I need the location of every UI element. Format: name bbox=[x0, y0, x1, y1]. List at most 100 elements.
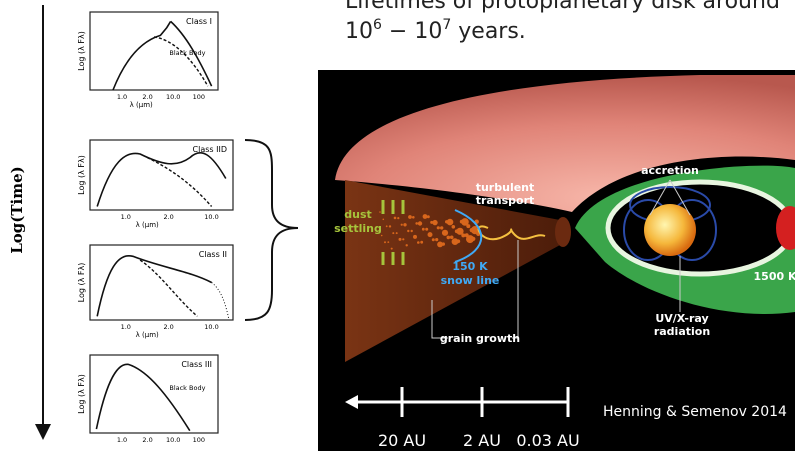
grain bbox=[428, 232, 433, 237]
grain bbox=[399, 238, 402, 241]
text: 10 bbox=[345, 19, 373, 44]
axis-label: Log(Time) bbox=[8, 166, 26, 254]
grain bbox=[422, 228, 425, 231]
x-tick-label: 1.0 bbox=[117, 436, 127, 444]
grain bbox=[466, 235, 474, 243]
header-line: 106 − 107 years. bbox=[345, 17, 526, 44]
grain bbox=[408, 215, 412, 219]
text: years. bbox=[451, 19, 526, 44]
y-label: Log (λ Fλ) bbox=[77, 31, 86, 71]
label: turbulent bbox=[476, 181, 535, 194]
header-line: Lifetimes of protoplanetary disk around bbox=[345, 0, 780, 14]
grain bbox=[452, 238, 459, 245]
grain bbox=[445, 220, 448, 223]
label: snow line bbox=[441, 274, 500, 287]
grain bbox=[397, 217, 399, 219]
grain bbox=[466, 224, 470, 228]
label: radiation bbox=[654, 325, 710, 338]
x-tick-label: 2.0 bbox=[142, 93, 152, 101]
grain bbox=[386, 225, 388, 227]
grain bbox=[452, 225, 456, 229]
grain bbox=[450, 236, 454, 240]
x-tick-label: 10.0 bbox=[166, 93, 180, 101]
grain bbox=[383, 219, 385, 221]
grain bbox=[392, 232, 394, 234]
grain bbox=[420, 241, 423, 244]
brace bbox=[245, 140, 298, 320]
grain bbox=[417, 241, 420, 244]
scale-label: 2 AU bbox=[463, 431, 501, 450]
grain bbox=[401, 224, 403, 226]
grain bbox=[461, 233, 465, 237]
grain bbox=[440, 226, 443, 229]
grain bbox=[415, 222, 418, 225]
label: grain growth bbox=[440, 332, 520, 345]
x-label: λ (μm) bbox=[136, 331, 159, 339]
grain bbox=[396, 232, 398, 234]
x-label: λ (μm) bbox=[130, 101, 153, 109]
label: accretion bbox=[641, 164, 699, 177]
label: dust bbox=[344, 208, 372, 221]
label: transport bbox=[476, 194, 535, 207]
scale-label: 20 AU bbox=[378, 431, 426, 450]
grain bbox=[406, 244, 408, 246]
x-tick-label: 1.0 bbox=[117, 93, 127, 101]
grain bbox=[460, 220, 464, 224]
disk-figure: dust settling turbulent transport accret… bbox=[318, 70, 795, 451]
x-tick-label: 2.0 bbox=[142, 436, 152, 444]
grain bbox=[437, 226, 440, 229]
text: − bbox=[382, 19, 414, 44]
label: UV/X-ray bbox=[655, 312, 708, 325]
grain bbox=[413, 235, 417, 239]
grain bbox=[394, 217, 397, 220]
x-tick-label: 100 bbox=[193, 93, 205, 101]
label: 1500 K bbox=[754, 270, 795, 283]
disk-knob bbox=[555, 217, 571, 247]
grain bbox=[379, 211, 381, 213]
label: settling bbox=[334, 222, 382, 235]
grain bbox=[442, 230, 448, 236]
label: 150 K bbox=[452, 260, 488, 273]
credit: Henning & Semenov 2014 bbox=[603, 404, 787, 420]
grain bbox=[437, 242, 443, 248]
class-label: Class I bbox=[186, 17, 212, 26]
x-tick-label: 10.0 bbox=[204, 213, 218, 221]
grain bbox=[384, 241, 386, 243]
text: 6 bbox=[373, 17, 382, 33]
grain bbox=[407, 230, 409, 232]
x-tick-label: 100 bbox=[193, 436, 205, 444]
grain bbox=[470, 228, 474, 232]
grain bbox=[391, 248, 393, 250]
grain bbox=[432, 238, 435, 241]
grain bbox=[387, 241, 389, 243]
scale-label: 0.03 AU bbox=[516, 431, 579, 450]
grain bbox=[411, 230, 413, 232]
grain bbox=[402, 238, 404, 240]
text: 10 bbox=[414, 19, 442, 44]
text: 7 bbox=[442, 17, 451, 33]
grain bbox=[389, 225, 391, 227]
x-tick-label: 1.0 bbox=[121, 323, 131, 331]
x-tick-label: 2.0 bbox=[163, 213, 173, 221]
grain bbox=[418, 221, 422, 225]
grain bbox=[435, 238, 438, 241]
slide: Lifetimes of protoplanetary disk around … bbox=[0, 0, 795, 451]
y-label: Log (λ Fλ) bbox=[77, 374, 86, 414]
x-tick-label: 1.0 bbox=[121, 213, 131, 221]
curve-label: Black Body bbox=[169, 49, 205, 57]
grain bbox=[403, 223, 406, 226]
curve-label: Black Body bbox=[169, 384, 205, 392]
grain bbox=[447, 236, 451, 240]
y-label: Log (λ Fλ) bbox=[77, 263, 86, 303]
sed-panels: Class I Log (λ Fλ) 1.0 2.0 10.0 100 λ (μm) Blac… bbox=[77, 12, 233, 444]
x-tick-label: 10.0 bbox=[166, 436, 180, 444]
grain bbox=[423, 214, 428, 219]
grain bbox=[425, 228, 428, 231]
class-label: Class III bbox=[181, 360, 212, 369]
grain bbox=[430, 221, 433, 224]
x-tick-label: 2.0 bbox=[163, 323, 173, 331]
x-label: λ (μm) bbox=[136, 221, 159, 229]
class-label: Class II bbox=[199, 250, 227, 259]
grain bbox=[412, 216, 415, 219]
y-label: Log (λ Fλ) bbox=[77, 155, 86, 195]
